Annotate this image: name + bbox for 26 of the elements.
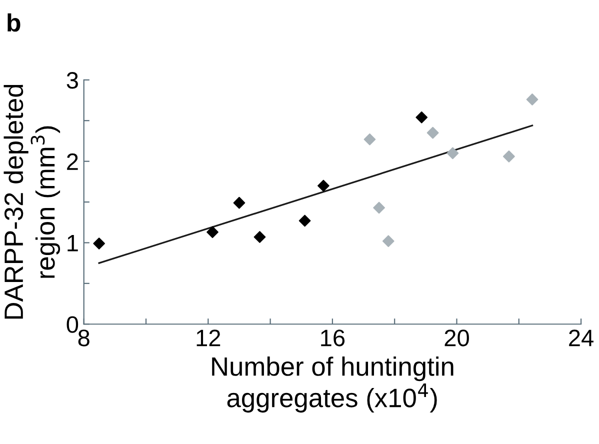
- point: [233, 196, 246, 209]
- point: [318, 180, 330, 192]
- point: [426, 126, 439, 139]
- point: [446, 147, 459, 160]
- y-axis-title: DARPP-32 depleted region (mm$^{3}$): [4, 84, 60, 319]
- x-tick-label: 24: [569, 330, 594, 346]
- point: [382, 235, 394, 248]
- x-tick-label: 12: [196, 330, 220, 346]
- point: [93, 238, 106, 250]
- point: [206, 226, 218, 238]
- point: [373, 202, 385, 214]
- point: [526, 94, 538, 106]
- x-tick-label: 16: [321, 330, 345, 346]
- y-tick-label: 3: [66, 72, 78, 89]
- point: [298, 214, 311, 227]
- x-tick-label: 20: [444, 330, 469, 346]
- y-tick-label: 0: [66, 316, 78, 333]
- point: [416, 111, 428, 124]
- y-tick-label: 1: [68, 235, 78, 252]
- point: [254, 231, 266, 243]
- y-tick-label: 2: [67, 153, 78, 170]
- x-tick-label: 8: [78, 330, 90, 346]
- x-axis-title: Number of huntingtin aggregates (x10$^{4}$): [212, 356, 454, 413]
- text: b: [8, 13, 20, 32]
- point: [364, 133, 376, 146]
- point: [503, 150, 515, 162]
